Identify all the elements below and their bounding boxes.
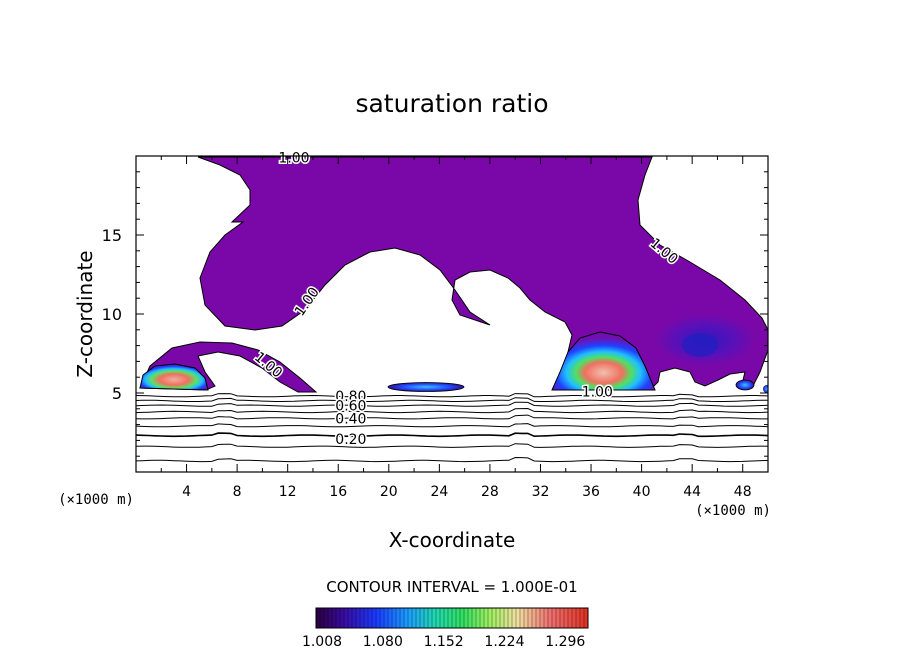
contour-interval-text: CONTOUR INTERVAL = 1.000E-01 (326, 578, 577, 596)
right-convective-cell (551, 331, 656, 391)
x-tick-label: 24 (430, 484, 448, 500)
contour-line (136, 414, 768, 420)
contour-line (136, 443, 768, 448)
x-axis-label: X-coordinate (389, 528, 516, 552)
colorbar-tick-label: 1.152 (424, 634, 464, 650)
y-tick-label: 10 (102, 305, 122, 324)
x-tick-label: 40 (633, 484, 651, 500)
contour-label: 0.40 (335, 411, 366, 427)
contour-label: 1.00 (582, 384, 613, 400)
colorbar-tick-label: 1.008 (302, 634, 342, 650)
contour-line (136, 423, 768, 428)
x-tick-label: 36 (582, 484, 600, 500)
right-blue-blob (735, 379, 755, 391)
contour-line (136, 407, 768, 414)
contour-line (136, 456, 768, 463)
contour-line (136, 393, 768, 398)
colorbar-ticks: 1.008 1.080 1.152 1.224 1.296 (302, 634, 585, 650)
chart-title: saturation ratio (355, 89, 548, 118)
contour-label: 0.60 (335, 399, 366, 415)
x-tick-label: 48 (734, 484, 752, 500)
dark-patch-core (682, 333, 718, 357)
x-tick-label: 32 (532, 484, 550, 500)
colorbar-tick-label: 1.296 (545, 634, 585, 650)
colorbar: 1.008 1.080 1.152 1.224 1.296 (302, 607, 589, 650)
contour-label: 1.00 (278, 151, 309, 167)
x-tick-label: 12 (279, 484, 297, 500)
contour-line (136, 401, 768, 407)
y-tick-label: 15 (102, 226, 122, 245)
x-tick-label: 44 (683, 484, 701, 500)
y-unit-label: (×1000 m) (58, 492, 134, 508)
x-tick-label: 8 (233, 484, 242, 500)
x-axis-ticks: 4 8 12 16 20 24 28 32 36 40 44 48 (160, 156, 752, 500)
x-tick-label: 16 (329, 484, 347, 500)
colorbar-frame (315, 607, 589, 629)
upper-saturation-region (197, 156, 768, 389)
x-unit-label: (×1000 m) (695, 503, 771, 519)
x-tick-label: 20 (380, 484, 398, 500)
y-axis-ticks: 5 10 15 (102, 171, 768, 457)
colorbar-tick-label: 1.224 (484, 634, 524, 650)
contour-label: 0.20 (335, 432, 366, 448)
colorbar-stripes (315, 608, 585, 628)
contour-label: 0.80 (335, 389, 366, 405)
mid-blue-blob (387, 382, 465, 392)
edge-blue-blob (763, 385, 768, 393)
saturation-field (139, 156, 768, 393)
y-axis-label: Z-coordinate (73, 250, 97, 377)
colorbar-tick-label: 1.080 (363, 634, 403, 650)
y-tick-label: 5 (112, 384, 122, 403)
x-tick-label: 4 (182, 484, 191, 500)
contour-line (136, 432, 768, 438)
x-tick-label: 28 (481, 484, 499, 500)
contour-line (136, 397, 768, 402)
left-convective-cell (139, 363, 209, 391)
contour-lines (136, 393, 768, 463)
